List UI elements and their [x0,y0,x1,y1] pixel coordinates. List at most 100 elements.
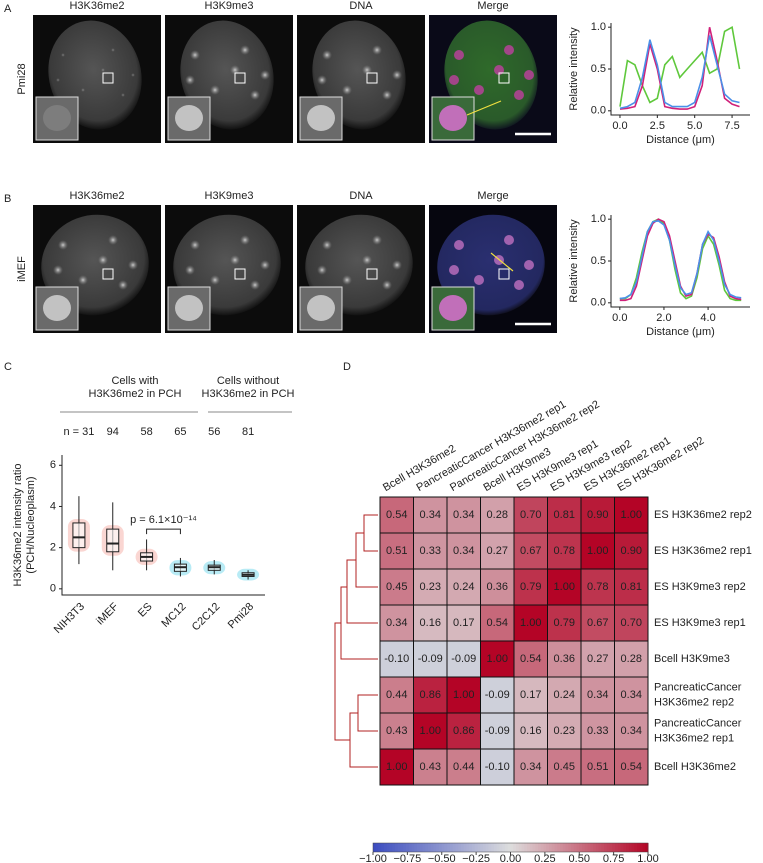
colorbar-step [631,843,635,852]
spot [474,85,484,95]
axis-line [61,455,265,596]
colorbar-step [386,843,390,852]
heat-cell [413,748,448,786]
profile-curve [619,27,740,110]
spot [382,280,392,290]
colorbar-tick-label: 0.50 [569,853,590,863]
colorbar-step [645,843,649,852]
heat-cell [480,712,515,750]
heat-cell [580,604,615,642]
spot [190,240,200,250]
count-label: 58 [140,426,152,438]
colorbar-step [587,843,591,852]
count-label: 56 [208,426,220,438]
cell-label: 0.34 [386,617,407,629]
colorbar-step [419,843,423,852]
profile-line [466,100,502,116]
axis-line [610,215,750,308]
spot [454,50,464,60]
colorbar-step [505,843,509,852]
cell-label: 0.44 [453,761,474,773]
colorbar-step [510,843,514,852]
colorbar-step [637,843,641,852]
colorbar-step [521,843,525,852]
spot [342,275,352,285]
colorbar-step [513,843,517,852]
colorbar-step [626,843,630,852]
spot [101,68,105,72]
colorbar-step [422,843,426,852]
row-label: PancreaticCancer [654,681,742,693]
cell-label: 0.86 [453,725,474,737]
colorbar-step [527,843,531,852]
panel-letter: B [4,193,11,205]
cell-label: 0.79 [520,581,541,593]
spot [392,260,402,270]
row-label: Bcell H3K36me2 [654,761,736,773]
cell-label: 0.28 [621,653,642,665]
colorbar-step [417,843,421,852]
roi-box [102,72,114,84]
colorbar-step [623,843,627,852]
colorbar-step [518,843,522,852]
cell-label: 0.16 [520,725,541,737]
colorbar-step [400,843,404,852]
spot [185,75,195,85]
heat-cell [379,748,414,786]
colorbar-step [436,843,440,852]
colorbar-step [639,843,643,852]
group-label: Cells without [217,375,279,387]
colorbar-step [403,843,407,852]
cell-label: 0.16 [420,617,441,629]
cell-label: 1.00 [554,581,575,593]
panel-letter: A [4,3,12,15]
x-tick-label: 4.0 [700,312,715,324]
colorbar-step [466,843,470,852]
heat-cell [413,640,448,678]
cell-label: 0.54 [520,653,541,665]
colorbar-step [529,843,533,852]
inset [431,286,475,331]
spot [260,260,270,270]
spot [449,265,459,275]
spot [524,260,534,270]
x-tick-label: 2.5 [650,120,665,132]
channel-label: DNA [349,190,373,202]
cell-label: 0.34 [520,761,541,773]
colorbar-step [554,843,558,852]
panel-letter: C [4,361,12,373]
cell-label: -0.10 [384,653,409,665]
spot [504,45,514,55]
channel-label: DNA [349,0,373,12]
spot [454,240,464,250]
colorbar-step [615,843,619,852]
group-label: H3K36me2 in PCH [202,388,295,400]
colorbar-step [373,843,377,852]
cell-label: 0.44 [386,689,407,701]
x-tick-label: MC12 [159,601,188,630]
colorbar-step [642,843,646,852]
cell-label: 0.34 [621,689,642,701]
spot [250,280,260,290]
colorbar-step [598,843,602,852]
colorbar-step [502,843,506,852]
cell-label: 0.78 [587,581,608,593]
cell-label: 0.45 [386,581,407,593]
axis-line [610,23,750,116]
colorbar-step [425,843,429,852]
inset [35,96,79,141]
cell-label: 0.34 [453,509,474,521]
roi-box [366,72,378,84]
heat-cell [614,748,649,786]
cell-label: 0.36 [487,581,508,593]
cell-label: 1.00 [520,617,541,629]
spot [58,240,68,250]
profile-curve [619,25,741,107]
roi-box [234,268,246,280]
cell-label: 1.00 [621,509,642,521]
colorbar-tick-label: −0.25 [462,853,490,863]
roi-box [102,268,114,280]
spot [260,70,270,80]
dendrogram [334,514,378,768]
